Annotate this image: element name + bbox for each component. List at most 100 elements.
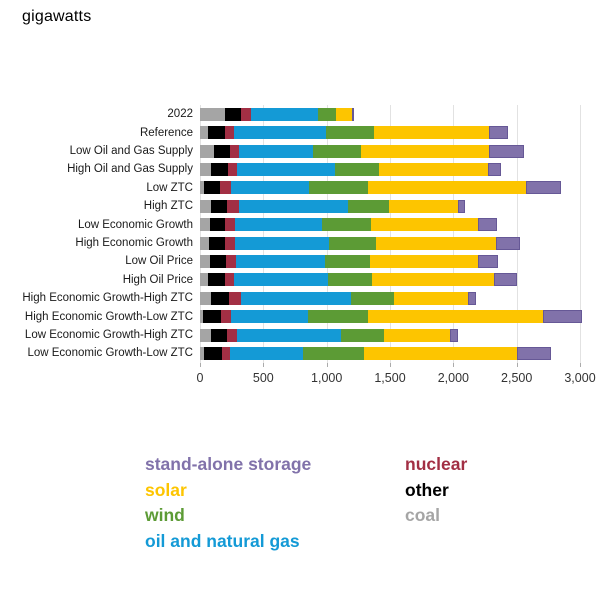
segment-solar (370, 218, 478, 232)
bar-track (200, 310, 582, 324)
segment-oil-and-natural-gas (237, 328, 341, 342)
category-label: High Oil Price (122, 273, 193, 286)
segment-stand-alone-storage (477, 254, 499, 268)
bar-row: High Economic Growth (0, 234, 600, 252)
segment-coal (200, 254, 211, 268)
bar-row: High ZTC (0, 197, 600, 215)
segment-nuclear (229, 291, 241, 305)
tick-mark (453, 363, 455, 367)
category-label: High ZTC (143, 200, 193, 213)
segment-oil-and-natural-gas (235, 236, 329, 250)
segment-stand-alone-storage (494, 273, 518, 287)
tick-mark (580, 363, 581, 367)
bar-row: Low Economic Growth-High ZTC (0, 326, 600, 344)
segment-solar (383, 328, 451, 342)
gridline (516, 105, 518, 363)
segment-other (210, 162, 228, 176)
bar-track (200, 328, 580, 342)
segment-coal (200, 107, 226, 121)
category-label: Low Oil and Gas Supply (69, 145, 193, 158)
segment-wind (322, 218, 371, 232)
segment-nuclear (225, 236, 236, 250)
segment-solar (361, 144, 490, 158)
segment-stand-alone-storage (517, 346, 551, 360)
bar-track (200, 254, 580, 268)
segment-coal (200, 346, 205, 360)
bar-row: Low ZTC (0, 179, 600, 197)
segment-wind (317, 107, 337, 121)
segment-coal (200, 328, 211, 342)
tick-mark (390, 363, 391, 367)
tick-label: 500 (252, 371, 274, 385)
segment-wind (308, 181, 369, 195)
bar-track (200, 273, 580, 287)
segment-stand-alone-storage (487, 162, 501, 176)
segment-stand-alone-storage (526, 181, 561, 195)
bar-track (200, 218, 580, 232)
segment-coal (200, 162, 211, 176)
gridline (326, 105, 328, 363)
category-label: High Economic Growth-Low ZTC (24, 310, 193, 323)
legend-item-oil-and-natural-gas: oil and natural gas (145, 530, 300, 551)
segment-oil-and-natural-gas (240, 291, 351, 305)
bar-row: Low Economic Growth (0, 215, 600, 233)
segment-solar (367, 310, 543, 324)
segment-other (208, 236, 226, 250)
segment-stand-alone-storage (496, 236, 520, 250)
segment-nuclear (225, 218, 235, 232)
bar-row: 2022 (0, 105, 600, 123)
segment-solar (370, 254, 478, 268)
x-axis: 0 500 1,000 1,500 2,000 2,500 3,000 (196, 363, 596, 395)
bar-track (200, 126, 580, 140)
gridlines (200, 105, 581, 363)
segment-other (204, 346, 222, 360)
gridline (263, 105, 265, 363)
gridline (200, 105, 201, 363)
segment-coal (200, 310, 204, 324)
segment-oil-and-natural-gas (239, 144, 314, 158)
segment-stand-alone-storage (450, 328, 458, 342)
segment-stand-alone-storage (542, 310, 582, 324)
segment-oil-and-natural-gas (237, 162, 335, 176)
legend-item-other: other (405, 479, 449, 500)
segment-coal (200, 218, 211, 232)
segment-other (210, 328, 227, 342)
bar-track (200, 346, 580, 360)
segment-oil-and-natural-gas (239, 199, 348, 213)
bar-row: Reference (0, 123, 600, 141)
segment-oil-and-natural-gas (231, 310, 308, 324)
segment-wind (313, 144, 362, 158)
bar-row: Low Oil Price (0, 252, 600, 270)
legend-column: stand-alone storage solar wind oil and natu… (145, 452, 311, 554)
bar-track (200, 236, 580, 250)
legend-item-nuclear: nuclear (405, 454, 468, 474)
tick-label: 1,000 (311, 371, 343, 385)
bar-row: High Economic Growth-High ZTC (0, 289, 600, 307)
gridline (453, 105, 455, 363)
segment-nuclear (220, 310, 231, 324)
gridline (390, 105, 391, 363)
tick-label: 0 (196, 371, 204, 385)
segment-oil-and-natural-gas (234, 126, 326, 140)
segment-wind (328, 236, 377, 250)
segment-wind (325, 254, 371, 268)
segment-wind (350, 291, 395, 305)
segment-wind (340, 328, 384, 342)
bar-row: Low Oil and Gas Supply (0, 142, 600, 160)
bar-row: High Economic Growth-Low ZTC (0, 307, 600, 325)
tick-mark (200, 363, 201, 367)
segment-solar (388, 199, 458, 213)
segment-oil-and-natural-gas (229, 346, 304, 360)
bar-row: High Oil Price (0, 271, 600, 289)
tick-label: 1,500 (374, 371, 406, 385)
segment-other (203, 181, 221, 195)
segment-solar (368, 181, 527, 195)
segment-solar (373, 126, 490, 140)
segment-nuclear (227, 162, 238, 176)
segment-wind (303, 346, 364, 360)
category-label: High Oil and Gas Supply (67, 163, 193, 176)
segment-oil-and-natural-gas (236, 254, 326, 268)
segment-oil-and-natural-gas (234, 273, 328, 287)
segment-other (213, 144, 230, 158)
